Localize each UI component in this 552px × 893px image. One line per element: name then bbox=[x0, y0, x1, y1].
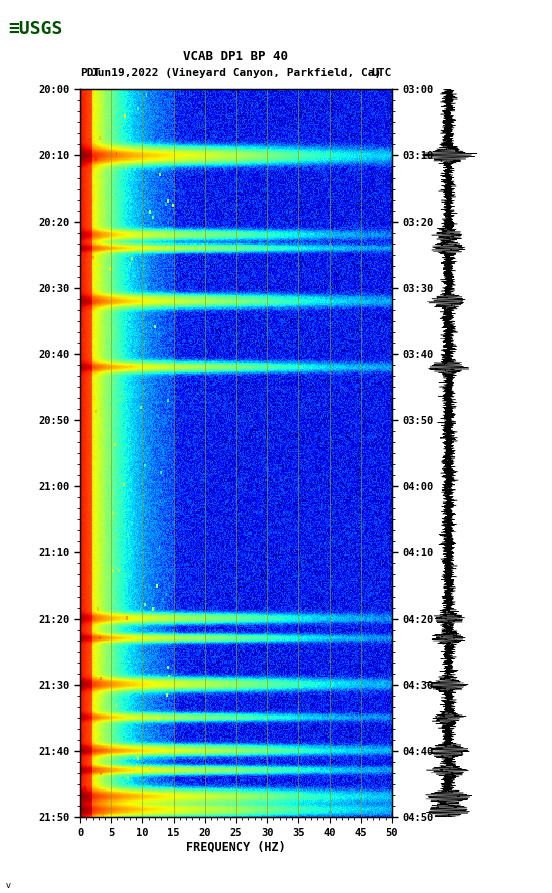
X-axis label: FREQUENCY (HZ): FREQUENCY (HZ) bbox=[186, 840, 286, 854]
Text: ≡USGS: ≡USGS bbox=[8, 20, 63, 38]
Text: Jun19,2022 (Vineyard Canyon, Parkfield, Ca): Jun19,2022 (Vineyard Canyon, Parkfield, … bbox=[91, 68, 381, 78]
Text: v: v bbox=[6, 881, 10, 890]
Text: PDT: PDT bbox=[80, 68, 100, 78]
Text: UTC: UTC bbox=[371, 68, 392, 78]
Text: VCAB DP1 BP 40: VCAB DP1 BP 40 bbox=[183, 50, 289, 63]
